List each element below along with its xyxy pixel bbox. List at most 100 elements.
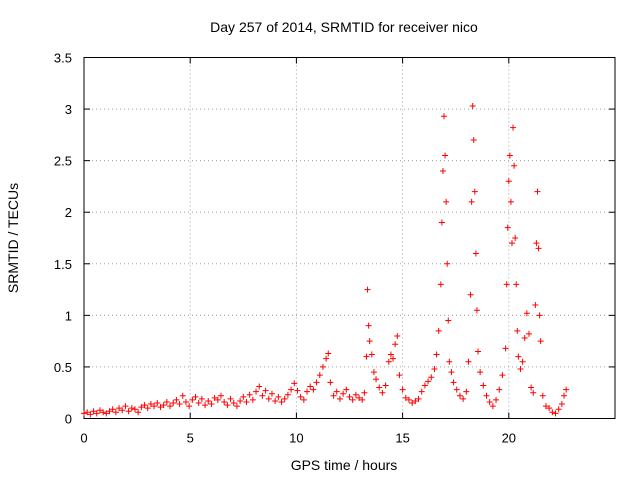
data-point <box>189 396 196 403</box>
data-point <box>493 396 500 403</box>
y-tick-label: 2.5 <box>54 154 72 169</box>
data-point <box>379 389 386 396</box>
x-tick-label: 5 <box>187 431 194 446</box>
data-point <box>421 382 428 389</box>
data-point <box>561 392 568 399</box>
data-point <box>486 398 493 405</box>
data-point <box>112 409 119 416</box>
y-tick-label: 1.5 <box>54 257 72 272</box>
data-point <box>116 405 123 412</box>
data-point <box>470 137 477 144</box>
data-point <box>221 398 228 405</box>
data-point <box>119 407 126 414</box>
data-point <box>349 396 356 403</box>
data-point <box>323 355 330 362</box>
data-point <box>443 198 450 205</box>
data-point <box>523 310 530 317</box>
data-point <box>333 388 340 395</box>
data-point <box>300 396 307 403</box>
tick-layer: 0 0.5 1 1.5 2 2.5 3 3.5 0 5 10 15 20 <box>54 51 615 446</box>
data-point <box>465 358 472 365</box>
data-point <box>343 386 350 393</box>
data-point <box>439 167 446 174</box>
data-point <box>284 391 291 398</box>
x-tick-label: 10 <box>289 431 303 446</box>
data-point <box>425 378 432 385</box>
data-point <box>214 396 221 403</box>
data-point <box>313 379 320 386</box>
data-point <box>186 403 193 410</box>
data-point <box>399 386 406 393</box>
data-point <box>370 369 377 376</box>
data-point <box>428 374 435 381</box>
data-point <box>122 403 129 410</box>
data-point <box>330 392 337 399</box>
data-point <box>503 281 510 288</box>
data-point <box>128 405 135 412</box>
data-point <box>506 152 513 159</box>
data-point <box>480 382 487 389</box>
data-point <box>259 392 266 399</box>
data-point <box>144 405 151 412</box>
data-point <box>539 392 546 399</box>
data-point <box>100 409 107 416</box>
data-point <box>249 396 256 403</box>
data-point <box>291 380 298 387</box>
data-point <box>475 348 482 355</box>
data-point <box>281 395 288 402</box>
data-point <box>473 307 480 314</box>
data-point <box>376 384 383 391</box>
data-point <box>502 345 509 352</box>
data-point <box>472 250 479 257</box>
data-point <box>385 358 392 365</box>
data-point <box>147 401 154 408</box>
data-point <box>176 401 183 408</box>
y-axis-label: SRMTID / TECUs <box>5 183 21 293</box>
data-point <box>340 390 347 397</box>
data-point <box>364 286 371 293</box>
data-point <box>448 369 455 376</box>
data-point <box>208 401 215 408</box>
data-point <box>138 404 145 411</box>
data-point <box>368 351 375 358</box>
data-point <box>512 235 519 241</box>
data-point <box>463 388 470 395</box>
data-point <box>157 404 164 411</box>
data-point <box>546 405 553 412</box>
data-point <box>319 363 326 370</box>
data-point <box>418 388 425 395</box>
y-tick-label: 3.5 <box>54 51 72 66</box>
data-point <box>467 291 474 298</box>
data-point <box>435 327 442 334</box>
data-point <box>356 394 363 401</box>
data-point <box>304 388 311 395</box>
data-point <box>240 393 247 400</box>
data-point <box>508 240 515 247</box>
data-point <box>396 372 403 379</box>
data-point <box>477 369 484 376</box>
data-point <box>460 395 467 402</box>
data-point <box>456 392 463 399</box>
data-point <box>262 387 269 394</box>
data-point <box>325 350 332 357</box>
y-tick-label: 0.5 <box>54 360 72 375</box>
data-point <box>103 410 110 417</box>
data-point <box>558 401 565 408</box>
data-point <box>87 411 94 418</box>
data-point <box>160 402 167 409</box>
data-point <box>489 403 496 410</box>
data-point <box>202 402 209 409</box>
data-point <box>96 407 103 414</box>
data-point <box>310 386 317 393</box>
data-point <box>444 260 451 267</box>
data-point <box>246 391 253 398</box>
data-point <box>515 353 522 360</box>
data-point <box>514 327 521 334</box>
plot-frame <box>83 57 616 419</box>
data-point <box>438 219 445 226</box>
data-point <box>533 240 540 247</box>
data-point <box>253 388 260 395</box>
data-point <box>537 338 544 345</box>
data-point <box>336 395 343 402</box>
data-point <box>511 162 518 169</box>
